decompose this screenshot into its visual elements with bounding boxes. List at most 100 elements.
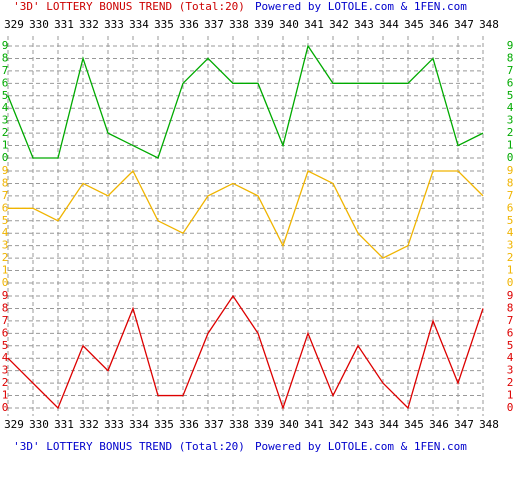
x-tick-label-top: 346 — [429, 18, 449, 31]
x-tick-label-top: 337 — [204, 18, 224, 31]
x-tick-label-top: 348 — [479, 18, 499, 31]
x-tick-label-bottom: 344 — [379, 418, 399, 431]
y-tick-label-right: 1 — [507, 264, 514, 277]
y-tick-label-left: 0 — [2, 151, 9, 164]
y-tick-label-left: 7 — [2, 314, 9, 327]
x-tick-label-top: 329 — [4, 18, 24, 31]
y-tick-label-right: 6 — [507, 76, 514, 89]
y-tick-label-right: 0 — [507, 276, 514, 289]
y-tick-label-left: 6 — [2, 201, 9, 214]
y-tick-label-right: 8 — [507, 51, 514, 64]
y-tick-label-right: 7 — [507, 64, 514, 77]
x-tick-label-bottom: 331 — [54, 418, 74, 431]
footer: '3D' LOTTERY BONUS TREND (Total:20) Power… — [13, 440, 467, 453]
y-tick-label-left: 5 — [2, 339, 9, 352]
y-tick-label-left: 3 — [2, 239, 9, 252]
x-tick-label-bottom: 332 — [79, 418, 99, 431]
x-tick-label-bottom: 333 — [104, 418, 124, 431]
credit: Powered by LOTOLE.com & 1FEN.com — [255, 0, 467, 13]
y-tick-label-left: 1 — [2, 389, 9, 402]
y-tick-label-right: 3 — [507, 114, 514, 127]
y-tick-label-right: 9 — [507, 164, 514, 177]
x-tick-label-bottom: 341 — [304, 418, 324, 431]
y-tick-label-right: 2 — [507, 251, 514, 264]
x-tick-label-bottom: 345 — [404, 418, 424, 431]
x-tick-label-top: 340 — [279, 18, 299, 31]
footer-credit: Powered by LOTOLE.com & 1FEN.com — [255, 440, 467, 453]
x-tick-label-top: 341 — [304, 18, 324, 31]
x-tick-label-bottom: 338 — [229, 418, 249, 431]
y-tick-label-left: 8 — [2, 51, 9, 64]
y-tick-label-right: 7 — [507, 189, 514, 202]
y-tick-label-left: 7 — [2, 64, 9, 77]
x-tick-label-top: 333 — [104, 18, 124, 31]
x-tick-label-top: 335 — [154, 18, 174, 31]
x-tick-label-bottom: 346 — [429, 418, 449, 431]
y-tick-label-right: 2 — [507, 126, 514, 139]
y-tick-label-right: 1 — [507, 139, 514, 152]
x-tick-label-top: 343 — [354, 18, 374, 31]
y-tick-label-right: 5 — [507, 89, 514, 102]
x-tick-label-top: 331 — [54, 18, 74, 31]
x-tick-label-top: 334 — [129, 18, 149, 31]
y-tick-label-left: 9 — [2, 39, 9, 52]
y-tick-label-right: 1 — [507, 389, 514, 402]
y-tick-label-left: 7 — [2, 189, 9, 202]
x-tick-label-bottom: 336 — [179, 418, 199, 431]
footer-title: '3D' LOTTERY BONUS TREND (Total:20) — [13, 440, 245, 453]
y-tick-label-right: 3 — [507, 239, 514, 252]
x-tick-label-top: 339 — [254, 18, 274, 31]
x-tick-label-top: 330 — [29, 18, 49, 31]
y-tick-label-right: 6 — [507, 326, 514, 339]
y-tick-label-left: 3 — [2, 114, 9, 127]
y-tick-label-left: 0 — [2, 401, 9, 414]
y-tick-label-left: 4 — [2, 226, 9, 239]
x-tick-label-bottom: 335 — [154, 418, 174, 431]
x-tick-label-bottom: 343 — [354, 418, 374, 431]
x-tick-label-top: 338 — [229, 18, 249, 31]
header: '3D' LOTTERY BONUS TREND (Total:20) Power… — [13, 0, 467, 13]
y-tick-label-right: 0 — [507, 401, 514, 414]
y-tick-label-left: 9 — [2, 164, 9, 177]
y-tick-label-right: 8 — [507, 176, 514, 189]
y-tick-label-right: 9 — [507, 289, 514, 302]
y-tick-label-left: 3 — [2, 364, 9, 377]
x-tick-label-top: 342 — [329, 18, 349, 31]
chart-title: '3D' LOTTERY BONUS TREND (Total:20) — [13, 0, 245, 13]
y-tick-label-right: 5 — [507, 339, 514, 352]
trend-line — [8, 169, 484, 259]
x-tick-label-top: 347 — [454, 18, 474, 31]
y-tick-label-right: 4 — [507, 101, 514, 114]
x-tick-label-top: 336 — [179, 18, 199, 31]
y-tick-label-left: 2 — [2, 376, 9, 389]
x-tick-label-bottom: 329 — [4, 418, 24, 431]
x-tick-label-bottom: 348 — [479, 418, 499, 431]
x-tick-label-bottom: 337 — [204, 418, 224, 431]
y-tick-label-right: 5 — [507, 214, 514, 227]
x-tick-label-bottom: 342 — [329, 418, 349, 431]
y-tick-label-left: 6 — [2, 76, 9, 89]
y-tick-label-left: 5 — [2, 89, 9, 102]
x-tick-label-bottom: 339 — [254, 418, 274, 431]
y-tick-label-right: 4 — [507, 226, 514, 239]
y-tick-label-right: 7 — [507, 314, 514, 327]
y-tick-label-left: 4 — [2, 101, 9, 114]
y-tick-label-right: 4 — [507, 351, 514, 364]
y-tick-label-left: 8 — [2, 176, 9, 189]
x-tick-label-top: 344 — [379, 18, 399, 31]
y-tick-label-left: 8 — [2, 301, 9, 314]
y-tick-label-left: 4 — [2, 351, 9, 364]
y-tick-label-right: 6 — [507, 201, 514, 214]
x-tick-label-bottom: 347 — [454, 418, 474, 431]
y-tick-label-right: 9 — [507, 39, 514, 52]
x-tick-label-bottom: 330 — [29, 418, 49, 431]
x-tick-label-bottom: 334 — [129, 418, 149, 431]
y-tick-label-left: 0 — [2, 276, 9, 289]
y-tick-label-left: 1 — [2, 139, 9, 152]
x-tick-label-top: 345 — [404, 18, 424, 31]
y-tick-label-left: 9 — [2, 289, 9, 302]
x-tick-label-top: 332 — [79, 18, 99, 31]
y-tick-label-right: 3 — [507, 364, 514, 377]
y-tick-label-left: 5 — [2, 214, 9, 227]
